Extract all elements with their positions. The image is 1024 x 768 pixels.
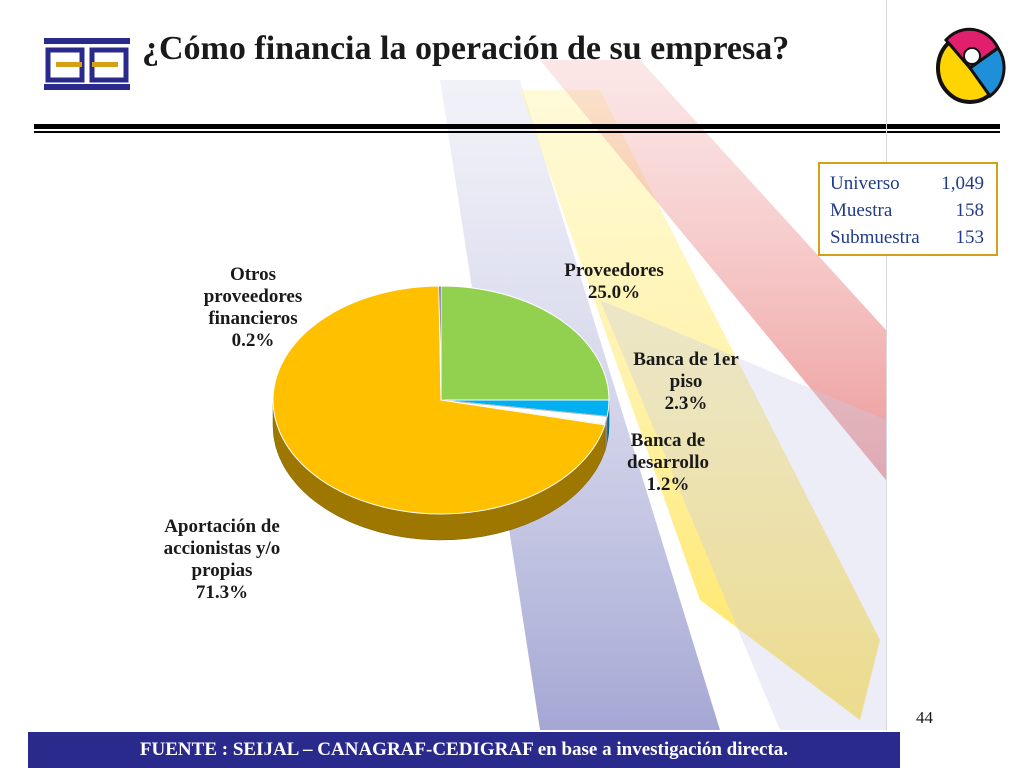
slice-value-label: 2.3% xyxy=(664,393,708,414)
pie-slice-4 xyxy=(272,285,606,515)
info-label: Submuestra xyxy=(830,227,920,248)
footer-source: FUENTE : SEIJAL – CANAGRAF-CEDIGRAF xyxy=(139,739,533,760)
slice-label-2: Banca de 1er piso 2.3% xyxy=(618,349,754,415)
slice-label-line: financieros xyxy=(208,308,298,329)
info-value: 1,049 xyxy=(941,173,984,194)
slice-label-line: desarrollo xyxy=(627,452,709,473)
slice-value-label: 71.3% xyxy=(195,582,249,603)
pie-slice-1 xyxy=(440,285,610,401)
brand-logo xyxy=(936,27,1006,104)
slice-label-line: Otros xyxy=(229,264,277,285)
slice-label-5: Otros proveedores financieros 0.2% xyxy=(178,264,328,352)
info-value: 158 xyxy=(955,200,985,221)
slice-label-line: propias xyxy=(191,560,253,581)
page-number: 44 xyxy=(916,708,933,727)
slice-label-line: proveedores xyxy=(203,286,303,307)
slice-label-4: Aportación de accionistas y/o propias 71.3% xyxy=(142,516,302,604)
slice-value-label: 1.2% xyxy=(646,474,690,495)
sample-info-box: Universo 1,049 Muestra 158 Submuestra 15… xyxy=(818,162,998,256)
header-rule xyxy=(34,124,1000,129)
info-row-muestra: Muestra 158 xyxy=(830,197,996,224)
footer-suffix: en base a investigación directa. xyxy=(532,739,789,760)
info-row-universo: Universo 1,049 xyxy=(830,170,996,197)
header-rule-thin xyxy=(34,131,1000,133)
slice-label-line: Proveedores xyxy=(564,260,664,281)
source-footer: FUENTE : SEIJAL – CANAGRAF-CEDIGRAF en b… xyxy=(28,732,900,768)
info-row-submuestra: Submuestra 153 xyxy=(830,224,996,251)
slice-label-line: piso xyxy=(669,371,703,392)
pie-slice-5 xyxy=(438,285,442,401)
slice-label-line: Banca de xyxy=(630,430,706,451)
slice-label-line: Aportación de xyxy=(164,516,280,537)
slice-label-3: Banca de desarrollo 1.2% xyxy=(612,430,724,496)
slice-value-label: 0.2% xyxy=(231,330,275,351)
info-value: 153 xyxy=(955,227,985,248)
slice-value-label: 25.0% xyxy=(587,282,641,303)
company-logo xyxy=(44,38,130,90)
page-title: ¿Cómo financia la operación de su empres… xyxy=(142,30,790,67)
slice-label-line: Banca de 1er xyxy=(633,349,739,370)
slice-label-line: accionistas y/o xyxy=(163,538,281,559)
info-label: Muestra xyxy=(830,200,893,221)
slice-label-1: Proveedores 25.0% xyxy=(540,260,688,304)
info-label: Universo xyxy=(830,173,900,194)
vertical-divider xyxy=(886,0,887,730)
